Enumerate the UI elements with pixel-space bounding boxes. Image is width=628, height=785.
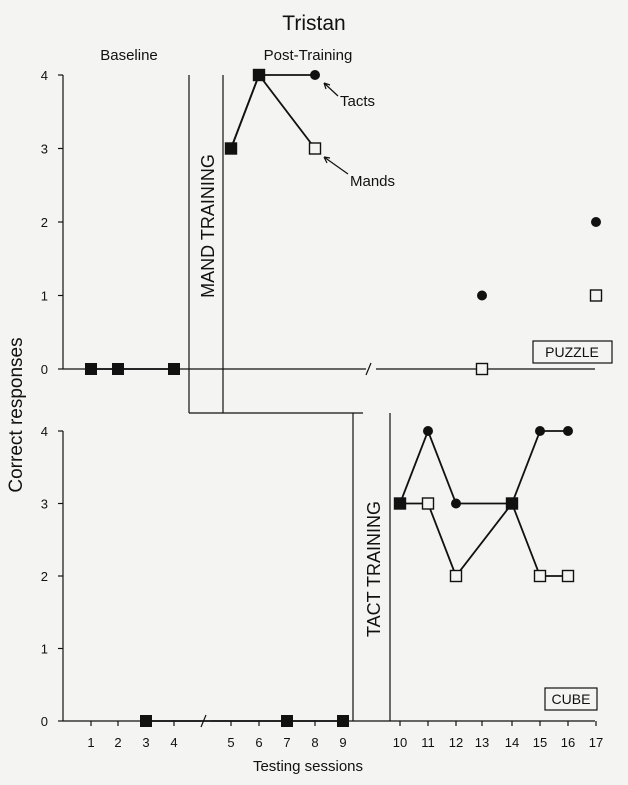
post-training-label: Post-Training (264, 47, 353, 64)
y-tick-label: 0 (41, 714, 48, 729)
puzzle-panel-label: PUZZLE (545, 344, 599, 360)
x-axis-label: Testing sessions (253, 758, 363, 775)
x-tick-label: 11 (421, 735, 435, 750)
baseline-label: Baseline (100, 47, 158, 64)
cube-mands-point (533, 569, 547, 583)
puzzle-baseline-point (85, 363, 97, 375)
cube-baseline-point (140, 715, 152, 727)
puzzle-tacts-point (477, 290, 487, 301)
puzzle-combined-point (253, 69, 265, 81)
x-tick-label: 12 (449, 735, 463, 750)
cube-panel-label: CUBE (552, 691, 591, 707)
puzzle-label-box (532, 340, 613, 364)
x-tick-label: 5 (227, 735, 234, 750)
puzzle-combined-point (225, 142, 237, 155)
y-tick-label: 2 (41, 569, 48, 584)
tact-training-label: TACT TRAINING (364, 501, 384, 637)
y-tick-label: 3 (41, 497, 48, 512)
x-tick-label: 6 (255, 735, 262, 750)
x-tick-label: 13 (475, 735, 489, 750)
x-tick-label: 2 (114, 735, 121, 750)
cube-mands-point (449, 569, 463, 583)
tacts-annotation: Tacts (340, 93, 375, 110)
x-tick-label: 1 (87, 735, 94, 750)
cube-tacts-point (451, 498, 461, 509)
cube-tacts-point (563, 426, 573, 436)
tacts-arrow (323, 82, 339, 97)
cube-tacts-point (535, 426, 545, 436)
x-tick-label: 17 (589, 735, 603, 750)
cube-mands-line (400, 501, 568, 578)
puzzle-tacts-point (310, 70, 320, 80)
puzzle-axis-break (365, 362, 372, 376)
x-tick-label: 4 (170, 735, 177, 750)
cube-mands-point (421, 497, 435, 510)
chart-title: Tristan (282, 12, 345, 35)
puzzle-baseline-point (112, 363, 124, 375)
puzzle-mands-point (475, 362, 489, 376)
cube-baseline-point (337, 715, 349, 727)
y-tick-label: 1 (41, 642, 48, 657)
cube-combined-point (506, 497, 518, 510)
x-tick-label: 9 (339, 735, 346, 750)
mand-training-box (188, 75, 363, 414)
cube-combined-point (394, 497, 406, 510)
x-tick-label: 16 (561, 735, 575, 750)
y-tick-label: 0 (41, 362, 48, 377)
x-tick-label: 3 (142, 735, 149, 750)
x-tick-label: 10 (393, 735, 407, 750)
puzzle-tacts-line (230, 74, 315, 149)
puzzle-mands-point (589, 289, 603, 302)
y-tick-label: 4 (41, 424, 48, 439)
x-tick-label: 8 (311, 735, 318, 750)
y-tick-label: 2 (41, 215, 48, 230)
puzzle-baseline-point (168, 363, 180, 375)
y-tick-label: 3 (41, 142, 48, 157)
cube-tacts-point (423, 426, 433, 436)
x-tick-label: 7 (283, 735, 290, 750)
puzzle-tacts-point (591, 217, 601, 227)
puzzle-mands-line (230, 73, 316, 150)
mands-annotation: Mands (350, 173, 395, 190)
cube-label-box (544, 687, 598, 711)
tact-training-box (352, 413, 391, 721)
y-tick-label: 4 (41, 68, 48, 83)
cube-mands-point (561, 569, 575, 583)
x-tick-label: 14 (505, 735, 519, 750)
mands-arrow (323, 156, 349, 175)
cube-tacts-line (399, 428, 568, 505)
cube-baseline-point (281, 715, 293, 727)
y-axis-label: Correct responses (6, 337, 27, 492)
x-tick-label: 15 (533, 735, 547, 750)
puzzle-mands-point (308, 142, 322, 155)
mand-training-label: MAND TRAINING (198, 154, 218, 298)
y-tick-label: 1 (41, 289, 48, 304)
